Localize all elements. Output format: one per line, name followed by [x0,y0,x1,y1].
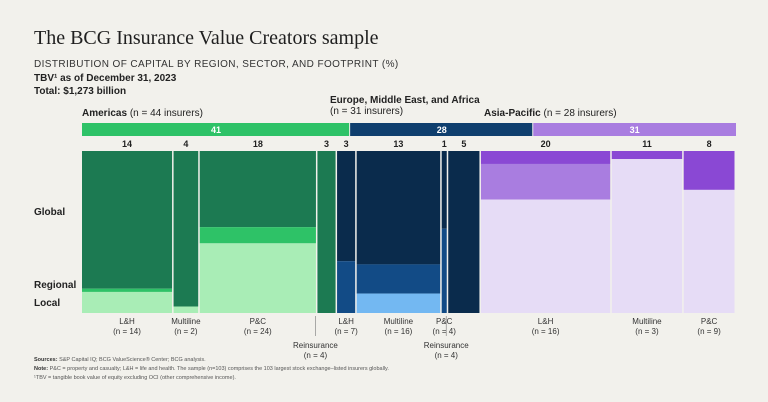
column-sector-label: Reinsurance [424,341,469,350]
segment-regional [356,264,441,294]
segment-regional [82,288,173,292]
region-share-label: 41 [211,125,221,135]
segment-global [441,151,447,229]
region-share-bar [82,123,350,136]
column-share-label: 13 [393,139,403,149]
region-share-label: 28 [437,125,447,135]
region-share-bars: 41 28 31 [82,123,736,136]
region-name: Americas [82,108,128,119]
column-share-label: 3 [344,139,349,149]
chart-subtitle: DISTRIBUTION OF CAPITAL BY REGION, SECTO… [34,59,399,70]
column-share-label: 5 [461,139,466,149]
column-sector-label: Multiline [384,317,414,326]
region-name: Asia-Pacific [484,108,541,119]
segment-regional [441,228,447,313]
segment-local [611,159,683,313]
y-label-local: Local [34,298,60,309]
segment-local [199,243,316,313]
y-label-regional: Regional [34,280,76,291]
column-share-label: 11 [642,139,652,149]
column-n-label: (n = 14) [113,327,141,336]
region-count: (n = 44 insurers) [129,108,203,119]
sources-text: S&P Capital IQ; BCG ValueScience® Center… [59,357,206,363]
column-n-label: (n = 24) [244,327,272,336]
tbv-label: TBV¹ as of December 31, 2023 [34,73,177,84]
page-title: The BCG Insurance Value Creators sample [34,27,379,49]
segment-global [82,151,173,289]
segment-local [683,189,735,313]
column-share-label: 1 [442,139,447,149]
tbv-footnote: ¹TBV = tangible book value of equity exc… [34,375,236,381]
segment-global [337,151,356,262]
segment-regional [480,163,611,200]
region-label-americas: Americas (n = 44 insurers) [82,108,203,119]
column-share-label: 8 [707,139,712,149]
column-sector-label: L&H [338,317,354,326]
region-share-bar [533,123,736,136]
column-share-label: 18 [253,139,263,149]
column-n-label: (n = 16) [532,327,560,336]
y-label-global: Global [34,207,65,218]
segment-global [683,151,735,190]
note-label: Note: [34,366,49,372]
segment-regional [199,227,316,244]
column-share-label: 4 [183,139,188,149]
column-n-label: (n = 9) [697,327,721,336]
segment-global [356,151,441,265]
total-label: Total: $1,273 billion [34,86,127,97]
definition-note: Note: P&C = property and casualty; L&H =… [34,366,389,372]
segment-local [480,199,611,313]
note-text: P&C = property and casualty; L&H = life … [49,366,389,372]
segment-global [199,151,316,228]
segment-local [356,293,441,313]
segment-regional [337,261,356,313]
region-count: (n = 31 insurers) [330,106,404,117]
region-share-label: 31 [630,125,640,135]
region-label-emea: Europe, Middle East, and Africa (n = 31 … [330,95,480,117]
sources-label: Sources: [34,357,58,363]
segment-global [173,151,199,307]
segment-global [317,151,336,313]
region-label-apac: Asia-Pacific (n = 28 insurers) [484,108,617,119]
column-sector-label: Multiline [171,317,201,326]
column-sector-label: Multiline [632,317,662,326]
column-n-label: (n = 2) [174,327,198,336]
column-n-label: (n = 16) [385,327,413,336]
column-share-label: 20 [541,139,551,149]
column-sector-label: Reinsurance [293,341,338,350]
segment-local [173,306,199,313]
column-share-label: 3 [324,139,329,149]
column-n-label: (n = 4) [304,351,328,360]
segment-local [82,291,173,313]
region-count: (n = 28 insurers) [543,108,617,119]
segment-global [480,151,611,164]
region-share-bar [350,123,533,136]
column-sector-label: L&H [119,317,135,326]
column-share-label: 14 [122,139,132,149]
sector-columns [82,151,735,313]
column-sector-label: P&C [701,317,718,326]
column-n-label: (n = 7) [334,327,358,336]
column-n-label: (n = 3) [635,327,659,336]
segment-global [448,151,480,313]
column-sector-label: L&H [538,317,554,326]
column-n-label: (n = 4) [435,351,459,360]
column-sector-label: P&C [436,317,453,326]
column-n-label: (n = 4) [433,327,457,336]
region-name: Europe, Middle East, and Africa [330,95,480,106]
segment-global [611,151,683,160]
column-sector-label: P&C [250,317,267,326]
sources-note: Sources: S&P Capital IQ; BCG ValueScienc… [34,357,206,363]
